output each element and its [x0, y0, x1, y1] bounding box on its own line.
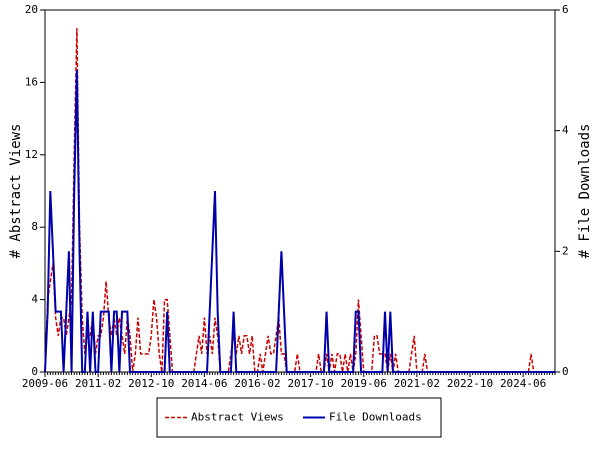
x-tick-label: 2017-10 — [287, 377, 333, 390]
y2-tick-label: 0 — [562, 365, 569, 378]
x-tick-label: 2012-10 — [128, 377, 174, 390]
x-tick-label: 2019-06 — [341, 377, 387, 390]
x-tick-label: 2021-02 — [394, 377, 440, 390]
legend-box — [156, 397, 442, 438]
x-tick-label: 2014-06 — [181, 377, 227, 390]
y-tick-label: 8 — [31, 220, 38, 233]
x-tick-label: 2009-06 — [22, 377, 68, 390]
y-tick-label: 0 — [31, 365, 38, 378]
x-tick-label: 2016-02 — [234, 377, 280, 390]
y-tick-label: 20 — [25, 3, 38, 16]
legend-label: File Downloads — [329, 411, 422, 424]
y2-tick-label: 2 — [562, 244, 569, 257]
y-tick-label: 16 — [25, 75, 38, 88]
y-axis-title: # Abstract Views — [8, 124, 24, 259]
y2-tick-label: 6 — [562, 3, 569, 16]
y-tick-label: 4 — [31, 293, 38, 306]
y-tick-label: 12 — [25, 148, 38, 161]
legend-label: Abstract Views — [191, 411, 284, 424]
y2-axis-title: # File Downloads — [577, 124, 593, 259]
y2-tick-label: 4 — [562, 124, 569, 137]
x-tick-label: 2024-06 — [500, 377, 546, 390]
x-tick-label: 2022-10 — [447, 377, 493, 390]
x-tick-label: 2011-02 — [75, 377, 121, 390]
series-line — [44, 70, 555, 373]
